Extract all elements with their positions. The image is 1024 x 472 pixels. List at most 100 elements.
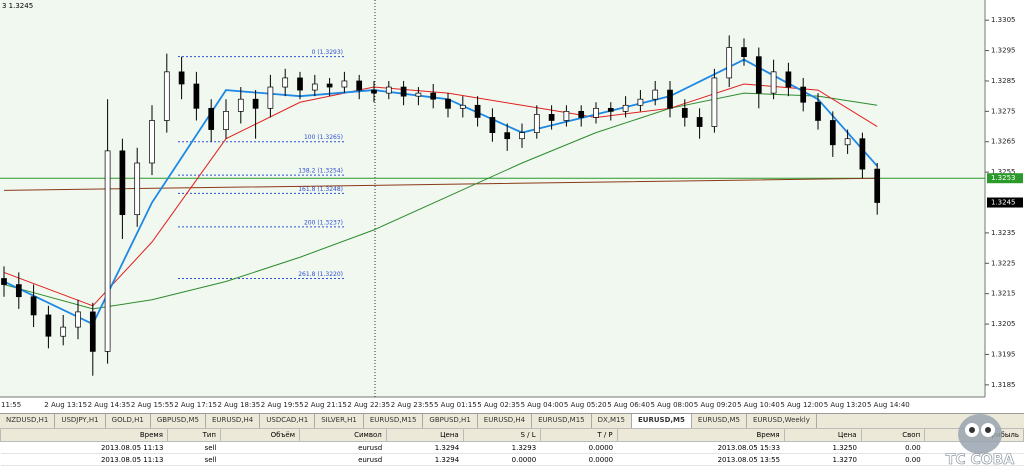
candle-body <box>282 77 289 88</box>
candle-body <box>15 284 22 298</box>
candle-body <box>519 132 525 140</box>
candle-body <box>874 168 881 203</box>
fib-label: 161.8 (1.3248) <box>298 186 343 193</box>
fib-label: 261.8 (1.3220) <box>298 271 343 278</box>
price-tag-label: 1.3253 <box>991 174 1016 182</box>
candle-body <box>667 89 673 109</box>
table-cell: 1.3294 <box>386 441 464 454</box>
x-tick-label: 2 Aug 17:15 <box>174 401 217 409</box>
table-row: 2013.08.05 11:13 sell eurusd 1.3294 0.0000 0.… <box>0 453 1024 466</box>
candle-body <box>400 86 407 97</box>
candle-body <box>815 101 821 121</box>
table-cell: 0.0000 <box>540 441 618 454</box>
x-tick-label: 5 Aug 13:20 <box>824 401 867 409</box>
candle-body <box>696 117 703 127</box>
tab[interactable]: NZDUSD,H1 <box>0 414 56 428</box>
x-tick-label: 2 Aug 13:15 <box>44 401 87 409</box>
y-tick-label: 1.3305 <box>991 16 1016 24</box>
candle-body <box>60 326 67 337</box>
candle-body <box>134 162 141 216</box>
x-tick-label: 2 Aug 14:35 <box>88 401 131 409</box>
owl-pupil <box>985 427 991 433</box>
candle-body <box>844 138 851 146</box>
candle-body <box>533 114 540 133</box>
table-cell: 1.3294 <box>386 453 464 466</box>
x-tick-label: 2 Aug 15:55 <box>131 401 174 409</box>
x-tick-label: 5 Aug 05:20 <box>564 401 607 409</box>
candle-body <box>593 107 599 118</box>
candle-body <box>548 114 555 121</box>
fib-label: 200 (1.3237) <box>304 219 343 226</box>
table-cell <box>220 441 300 454</box>
fib-label: 100 (1.3265) <box>304 134 343 141</box>
candle-body <box>311 83 318 91</box>
owl-pupil <box>969 427 975 433</box>
candle-body <box>1 278 7 285</box>
y-tick-label: 1.3265 <box>991 138 1016 146</box>
candle-body <box>237 98 244 112</box>
plot-bg <box>0 0 985 397</box>
candle-body <box>252 98 259 109</box>
candle-body <box>119 150 126 216</box>
candle-body <box>356 80 363 91</box>
x-tick-label: 5 Aug 10:40 <box>737 401 780 409</box>
tab[interactable]: GBPUSD,H1 <box>423 414 478 428</box>
tab[interactable]: GOLD,H1 <box>106 414 151 428</box>
column-header: Объём <box>219 428 301 442</box>
y-tick-label: 1.3295 <box>991 47 1016 55</box>
table-cell: 2013.08.05 15:33 <box>617 441 785 454</box>
tab[interactable]: EURUSD,Weekly <box>747 414 817 428</box>
x-tick-label: 11:55 <box>1 401 21 409</box>
price-tag <box>987 197 1023 208</box>
table-cell: 1.3250 <box>784 441 862 454</box>
tab[interactable]: USDJPY,H1 <box>55 414 106 428</box>
tab[interactable]: DX,M15 <box>592 414 632 428</box>
table-cell: 0.0000 <box>540 453 618 466</box>
table-cell: sell <box>167 453 221 466</box>
candle-body <box>459 104 466 109</box>
candle-body <box>785 71 792 88</box>
candle-body <box>208 107 215 130</box>
tab[interactable]: EURUSD,H4 <box>206 414 261 428</box>
table-cell: 2013.08.05 13:55 <box>617 453 785 466</box>
table-cell: eurusd <box>299 441 387 454</box>
candle-body <box>711 77 718 127</box>
candle-body <box>149 120 155 164</box>
tab[interactable]: EURUSD,M5 <box>632 414 692 428</box>
tab[interactable]: USDCAD,H1 <box>260 414 316 428</box>
tab[interactable]: EURUSD,H4 <box>478 414 533 428</box>
candle-body <box>178 71 185 85</box>
table-cell: 1.3293 <box>463 441 541 454</box>
candle-body <box>163 71 170 121</box>
y-tick-label: 1.3235 <box>991 229 1016 237</box>
y-tick-label: 1.3185 <box>991 381 1016 389</box>
tab[interactable]: SILVER,H1 <box>315 414 364 428</box>
owl <box>958 414 1002 454</box>
candle-body <box>652 89 659 100</box>
tab[interactable]: EURUSD,M15 <box>532 414 592 428</box>
column-header: T / P <box>539 428 618 442</box>
table-cell: 0.00 <box>861 441 925 454</box>
x-tick-label: 5 Aug 01:15 <box>434 401 477 409</box>
candle-body <box>89 311 96 352</box>
column-header: Своп <box>860 428 926 442</box>
candle-body <box>45 314 52 337</box>
tab-bar: NZDUSD,H1 USDJPY,H1 GOLD,H1 GBPUSD,M5 EURUSD… <box>0 413 1024 428</box>
header-title: 3 1.3245 <box>2 2 33 10</box>
price-tag <box>987 173 1023 184</box>
table-cell <box>220 453 300 466</box>
y-tick-label: 1.3225 <box>991 259 1016 267</box>
tab[interactable]: EURUSD,M5 <box>692 414 747 428</box>
x-tick-label: 2 Aug 22:35 <box>347 401 390 409</box>
candle-body <box>430 92 437 100</box>
x-tick-label: 2 Aug 23:55 <box>391 401 434 409</box>
chart: 3 1.3245 1.3185 1.3195 1.3205 1.3215 1.3225 1… <box>0 0 1023 409</box>
tab[interactable]: EURUSD,M15 <box>364 414 424 428</box>
tab[interactable]: GBPUSD,M5 <box>151 414 206 428</box>
column-header: Цена <box>385 428 464 442</box>
column-header: S / L <box>462 428 541 442</box>
candle-body <box>563 111 570 121</box>
candle-body <box>297 77 303 91</box>
logo-text: ТС СОВА <box>946 452 1015 468</box>
x-tick-label: 2 Aug 19:55 <box>261 401 304 409</box>
